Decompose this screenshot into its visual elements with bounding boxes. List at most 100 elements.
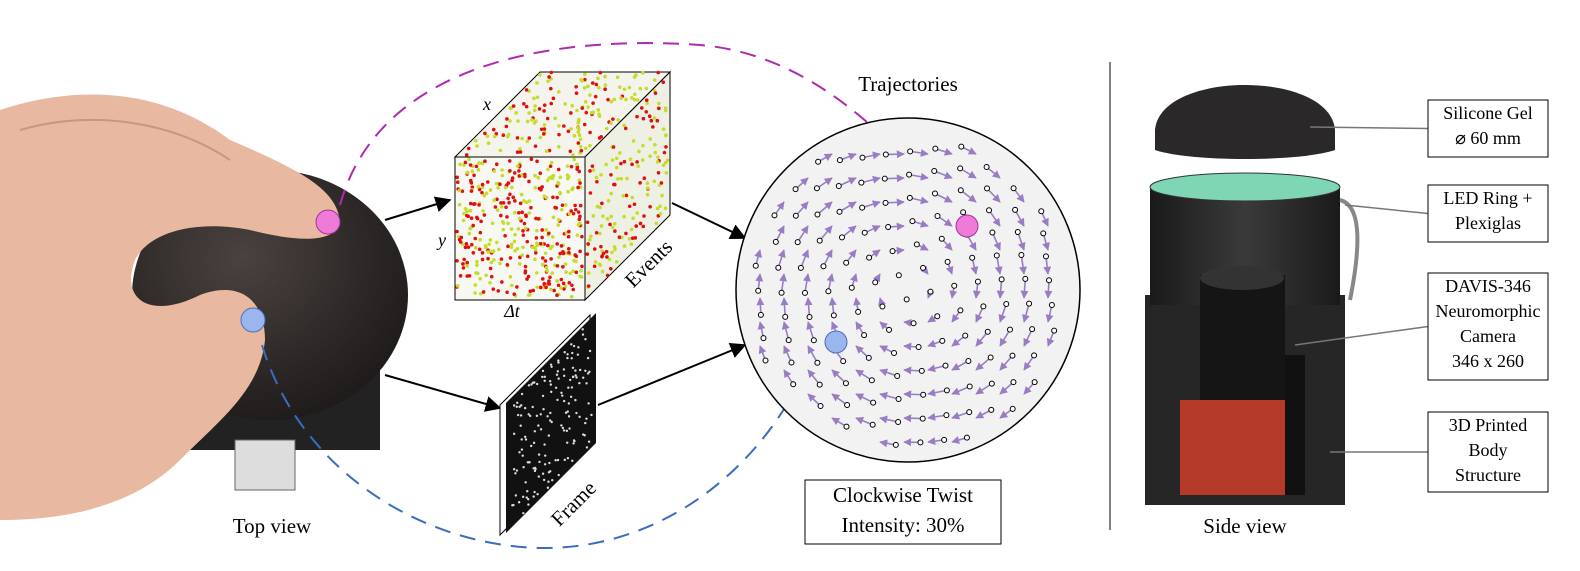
trajectory-arrow: [903, 390, 924, 399]
event-dot: [661, 163, 666, 168]
event-dot: [517, 262, 522, 266]
event-dot: [533, 257, 537, 262]
marker-dot: [951, 282, 958, 289]
marker-dot: [752, 262, 759, 269]
event-dot: [527, 199, 532, 203]
event-dot: [611, 145, 616, 149]
event-dot: [495, 208, 500, 212]
event-dot: [549, 86, 553, 91]
event-dot: [538, 171, 543, 175]
frame-dot: [574, 374, 577, 377]
event-dot: [566, 234, 571, 239]
event-dot: [495, 240, 499, 245]
event-dot: [622, 244, 627, 248]
marker-dot: [906, 194, 913, 201]
event-dot: [549, 257, 553, 261]
event-dot: [461, 218, 466, 223]
event-dot: [653, 91, 658, 95]
trajectory-arrow: [975, 331, 989, 347]
marker-dot: [782, 313, 789, 320]
event-dot: [569, 295, 574, 299]
trajectory-arrow: [884, 174, 905, 183]
event-dot: [542, 127, 547, 131]
marker-dot: [934, 213, 941, 220]
axis-x: x: [482, 94, 491, 114]
event-dot: [613, 247, 617, 252]
event-dot: [605, 217, 610, 221]
event-dot: [645, 101, 649, 106]
marker-dot: [909, 218, 916, 225]
marker-dot: [813, 185, 820, 192]
event-dot: [660, 193, 664, 198]
event-dot: [475, 215, 479, 220]
event-dot: [566, 247, 571, 251]
event-dot: [612, 245, 617, 249]
frame-dot: [561, 426, 565, 430]
frame-dot: [563, 351, 566, 354]
event-dot: [610, 225, 615, 230]
event-dot: [457, 202, 462, 207]
event-dot: [521, 229, 525, 233]
event-dot: [644, 86, 649, 91]
event-dot: [579, 148, 584, 153]
event-dot: [508, 119, 512, 123]
event-dot: [629, 227, 634, 232]
event-dot: [520, 136, 524, 141]
trajectory-arrow: [986, 187, 1001, 203]
event-dot: [533, 173, 537, 178]
event-dot: [510, 185, 514, 190]
frame-dot: [526, 490, 529, 493]
marker-dot: [835, 182, 842, 189]
event-dot: [537, 107, 542, 111]
trajectory-arrow: [885, 198, 905, 207]
event-dot: [622, 214, 626, 219]
frame-dot: [529, 414, 532, 418]
marker-dot: [942, 362, 949, 369]
event-dot: [619, 176, 624, 181]
event-dot: [540, 228, 544, 232]
event-dot: [546, 79, 550, 83]
event-dot: [610, 250, 614, 255]
event-dot: [478, 291, 483, 296]
event-dot: [529, 157, 534, 162]
event-dot: [663, 133, 668, 138]
event-dot: [566, 129, 571, 134]
frame-dot: [571, 366, 575, 369]
frame-dot: [562, 374, 566, 378]
arrow: [671, 202, 747, 239]
frame-dot: [569, 395, 573, 399]
frame-dot: [542, 408, 545, 411]
event-dot: [538, 73, 542, 77]
event-dot: [475, 263, 479, 267]
event-dot: [653, 150, 658, 155]
event-dot: [567, 212, 572, 216]
event-dot: [557, 255, 561, 259]
event-dot: [625, 176, 629, 181]
event-dot: [529, 205, 533, 210]
marker-dot: [771, 212, 778, 219]
frame-dot: [584, 421, 587, 425]
event-dot: [617, 151, 622, 155]
marker-dot: [927, 288, 934, 295]
event-dot: [491, 249, 496, 253]
trajectory-arrow: [879, 392, 899, 400]
marker-dot: [1031, 379, 1038, 386]
event-dot: [460, 242, 465, 247]
trajectory-arrow: [951, 411, 970, 420]
trajectory-arrow: [795, 201, 809, 217]
marker-dot: [895, 418, 902, 425]
marker-dot: [843, 259, 850, 266]
event-dot: [484, 191, 489, 196]
event-dot: [563, 203, 568, 207]
event-dot: [614, 260, 619, 264]
event-dot: [616, 177, 620, 181]
event-dot: [464, 242, 469, 246]
camera-body: [1180, 400, 1290, 495]
trajectory-arrow: [777, 249, 786, 268]
event-dot: [630, 236, 635, 240]
frame-dot: [554, 459, 557, 462]
contact-pink: [955, 214, 979, 238]
event-dot: [484, 273, 488, 278]
trajectory-arrow: [1019, 254, 1027, 275]
event-dot: [567, 229, 571, 234]
